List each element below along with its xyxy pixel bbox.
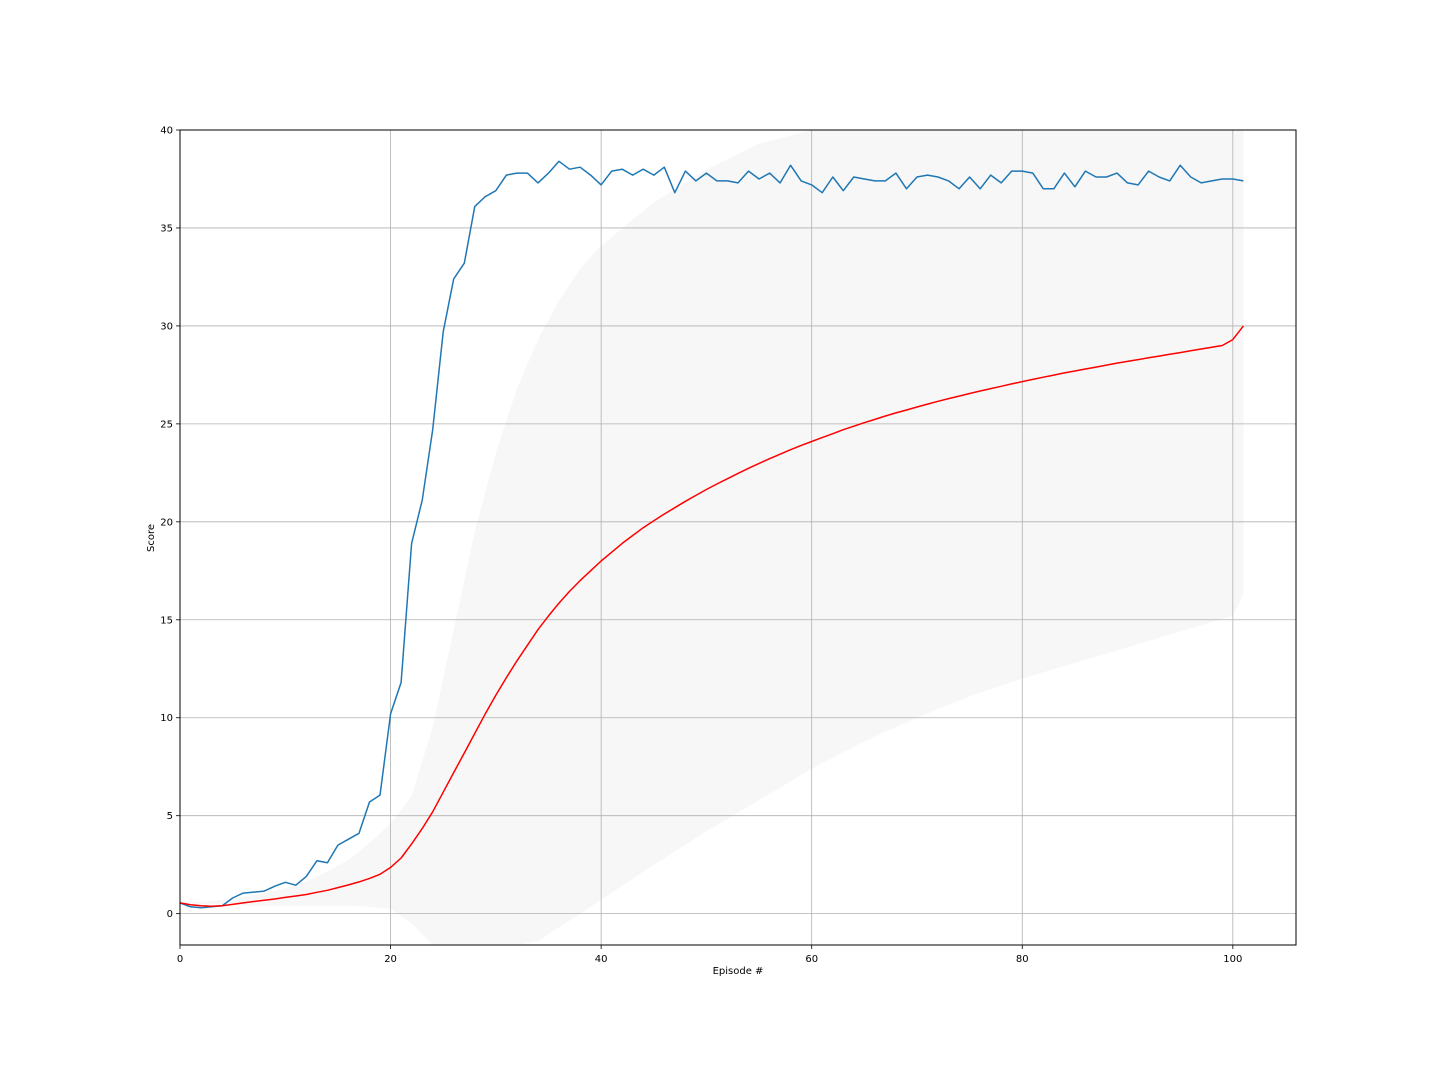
series-line-1 bbox=[180, 160, 1244, 909]
y-tick-label: 10 bbox=[160, 713, 173, 724]
x-tick-label: 40 bbox=[595, 954, 608, 965]
y-tick-label: 35 bbox=[160, 223, 173, 234]
y-tick-label: 20 bbox=[160, 517, 173, 528]
x-tick-label: 60 bbox=[805, 954, 818, 965]
y-axis-label: Score bbox=[146, 524, 157, 552]
y-tick-label: 40 bbox=[160, 126, 173, 137]
x-tick-label: 20 bbox=[384, 954, 397, 965]
plot-frame bbox=[179, 129, 1297, 946]
ticks: 0 20 40 60 80 100 0 5 10 15 20 25 30 35 40 bbox=[160, 126, 1242, 966]
y-tick-label: 5 bbox=[167, 811, 173, 822]
y-tick-label: 0 bbox=[167, 909, 173, 920]
y-tick-label: 25 bbox=[160, 419, 173, 430]
grid bbox=[179, 129, 1296, 945]
x-tick-label: 100 bbox=[1223, 954, 1242, 965]
series-lines bbox=[180, 160, 1244, 909]
confidence-band bbox=[180, 130, 1244, 945]
x-tick-label: 0 bbox=[177, 954, 183, 965]
series-line-2 bbox=[180, 325, 1244, 907]
x-tick-label: 80 bbox=[1016, 954, 1029, 965]
band-area bbox=[180, 130, 1244, 945]
x-axis-label: Episode # bbox=[713, 966, 764, 977]
y-tick-label: 30 bbox=[160, 321, 173, 332]
y-tick-label: 15 bbox=[160, 615, 173, 626]
